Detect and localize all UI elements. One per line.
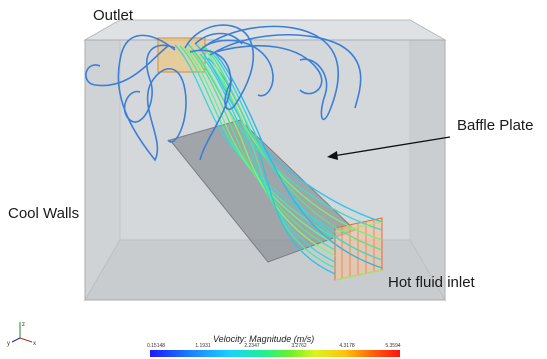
axis-z-label: z <box>22 322 25 328</box>
colorbar-tick: 3.2762 <box>291 343 307 349</box>
colorbar-title: Velocity: Magnitude (m/s) <box>213 334 315 344</box>
colorbar-tick: 0.15148 <box>146 343 166 349</box>
streamlines-recirculation <box>85 24 362 162</box>
colorbar-tick: 5.3594 <box>385 343 401 349</box>
baffle-arrow <box>327 136 451 160</box>
velocity-colorbar <box>150 350 400 357</box>
axis-x-label: x <box>33 341 36 347</box>
hot-fluid-inlet-label: Hot fluid inlet <box>388 274 475 291</box>
colorbar-tick: 1.1931 <box>195 343 211 349</box>
cool-walls-label: Cool Walls <box>8 205 80 222</box>
orientation-axes: z x y <box>7 322 36 347</box>
streamlines-main <box>174 43 383 281</box>
axis-y-label: y <box>7 341 10 347</box>
outlet-label: Outlet <box>93 7 134 24</box>
baffle-plate-label: Baffle Plate <box>457 117 534 134</box>
colorbar-tick: 4.3178 <box>339 343 355 349</box>
colorbar-tick: 2.2347 <box>244 343 260 349</box>
